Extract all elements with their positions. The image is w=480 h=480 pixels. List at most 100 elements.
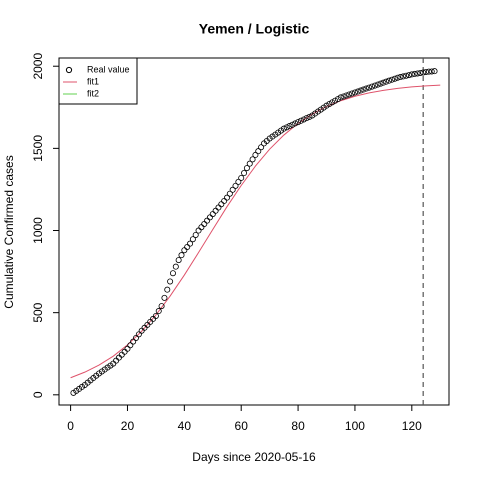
data-point: [357, 87, 364, 94]
data-point: [169, 270, 176, 277]
data-point: [286, 123, 293, 130]
legend-box: [58, 57, 138, 105]
data-point: [132, 334, 139, 341]
data-point: [329, 99, 336, 106]
y-tick-label: 2000: [31, 53, 45, 80]
x-tick-label: 40: [178, 419, 192, 433]
y-tick-label: 1500: [31, 135, 45, 162]
x-tick-label: 20: [121, 419, 135, 433]
data-point: [431, 68, 438, 75]
data-point: [152, 312, 159, 319]
x-tick-label: 120: [402, 419, 422, 433]
legend-symbol: [65, 66, 73, 74]
data-point: [423, 68, 430, 75]
data-point: [127, 342, 134, 349]
plot-box: [58, 57, 450, 406]
data-point: [289, 121, 296, 128]
data-point: [386, 77, 393, 84]
data-point: [420, 69, 427, 76]
data-point: [232, 182, 239, 189]
data-point: [411, 70, 418, 77]
data-point: [243, 165, 250, 172]
data-point: [223, 194, 230, 201]
data-point: [283, 124, 290, 131]
data-point: [241, 170, 248, 177]
data-point: [164, 286, 171, 293]
data-point: [403, 72, 410, 79]
data-point: [189, 236, 196, 243]
data-point: [346, 91, 353, 98]
data-point: [405, 72, 412, 79]
data-point: [334, 96, 341, 103]
data-point: [414, 70, 421, 77]
y-tick-label: 0: [31, 391, 45, 398]
data-point: [300, 116, 307, 123]
data-point: [280, 125, 287, 132]
fit-line: [70, 84, 441, 379]
data-point: [124, 345, 131, 352]
legend-label: fit1: [87, 76, 99, 86]
data-point: [158, 303, 165, 310]
data-point: [391, 75, 398, 82]
data-point: [388, 76, 395, 83]
data-point: [229, 186, 236, 193]
chart-title: Yemen / Logistic: [199, 21, 310, 37]
x-tick-label: 80: [291, 419, 305, 433]
y-tick-label: 1000: [31, 217, 45, 244]
data-point: [354, 88, 361, 95]
data-point: [130, 338, 137, 345]
data-point: [255, 148, 262, 155]
data-point: [383, 78, 390, 85]
data-point: [192, 231, 199, 238]
data-point: [306, 113, 313, 120]
legend-label: Real value: [87, 64, 130, 74]
data-point: [349, 90, 356, 97]
data-point: [187, 240, 194, 247]
data-point: [397, 74, 404, 81]
data-point: [400, 73, 407, 80]
data-point: [394, 74, 401, 81]
data-point: [155, 308, 162, 315]
data-point: [258, 144, 265, 151]
data-point: [366, 84, 373, 91]
y-axis-label: Cumulative Confirmed cases: [2, 155, 16, 308]
data-point: [332, 97, 339, 104]
data-point: [246, 160, 253, 167]
data-point: [326, 101, 333, 108]
data-point: [167, 278, 174, 285]
data-point: [172, 263, 179, 270]
data-point: [343, 92, 350, 99]
data-point: [369, 83, 376, 90]
x-tick-label: 60: [235, 419, 249, 433]
x-axis-label: Days since 2020-05-16: [192, 450, 316, 464]
data-point: [374, 81, 381, 88]
data-point: [377, 80, 384, 87]
data-point: [226, 190, 233, 197]
data-point: [303, 115, 310, 122]
data-point: [252, 151, 259, 158]
data-point: [297, 117, 304, 124]
data-point: [235, 178, 242, 185]
x-tick-label: 100: [345, 419, 365, 433]
data-point: [175, 257, 182, 264]
data-point: [249, 156, 256, 163]
data-point: [295, 119, 302, 126]
data-point: [340, 93, 347, 100]
data-point: [292, 120, 299, 127]
data-point: [161, 294, 168, 301]
legend-label: fit2: [87, 88, 99, 98]
data-point: [178, 252, 185, 259]
data-point: [380, 79, 387, 86]
x-tick-label: 0: [67, 419, 74, 433]
data-point: [337, 94, 344, 101]
data-point: [363, 85, 370, 92]
data-point: [135, 331, 142, 338]
data-point: [371, 82, 378, 89]
data-point: [360, 86, 367, 93]
data-point: [417, 69, 424, 76]
data-point: [408, 71, 415, 78]
y-tick-label: 500: [31, 302, 45, 322]
data-point: [323, 102, 330, 109]
data-point: [351, 89, 358, 96]
